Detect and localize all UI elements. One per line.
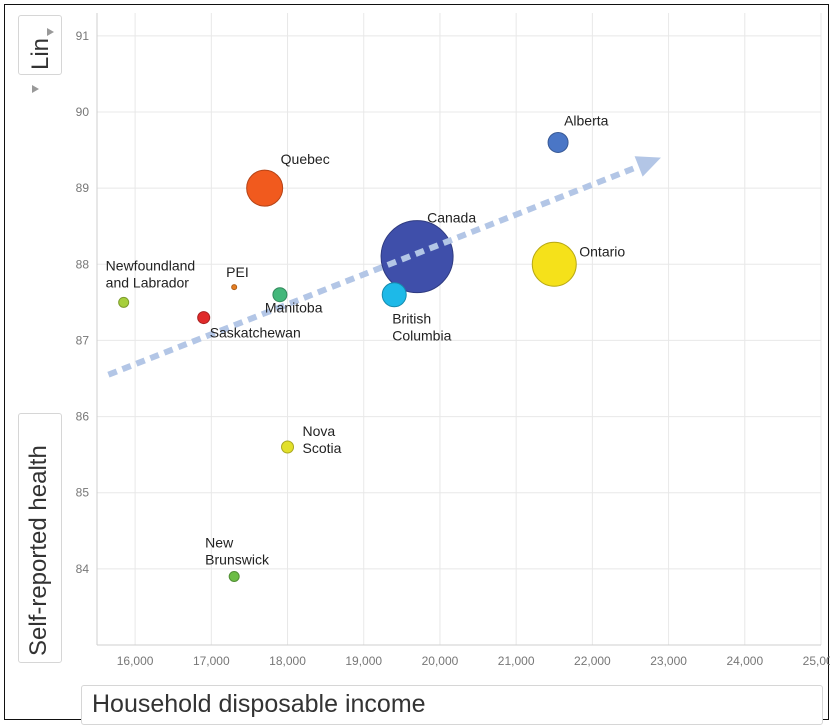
x-tick-label: 19,000 — [345, 654, 382, 668]
bubbles-layer — [118, 131, 577, 582]
bubble-alberta — [547, 131, 569, 153]
chart-plot: 16,000 17,000 18,000 19,000 20,000 21,000 22,0… — [76, 13, 830, 668]
y-axis-expand-icon[interactable] — [32, 85, 39, 93]
y-tick-label: 91 — [76, 29, 90, 43]
data-label-new-brunswick: New Brunswick — [205, 534, 270, 567]
y-tick-label: 89 — [76, 181, 90, 195]
data-label-manitoba: Manitoba — [265, 300, 323, 316]
bubble-pei — [231, 284, 238, 291]
trend-arrow-head — [634, 156, 661, 177]
y-tick-label: 84 — [76, 562, 90, 576]
y-tick-label: 87 — [76, 333, 90, 347]
data-label-nova-scotia: Nova Scotia — [303, 423, 342, 456]
data-label-quebec: Quebec — [281, 151, 330, 167]
data-label-ontario: Ontario — [579, 243, 625, 259]
bubble-manitoba — [272, 287, 288, 303]
data-label-alberta: Alberta — [564, 112, 609, 128]
chart-frame: 16,000 17,000 18,000 19,000 20,000 21,000 22,0… — [4, 4, 830, 725]
bubble-british-columbia — [381, 282, 407, 308]
x-tick-label: 16,000 — [117, 654, 154, 668]
x-axis-label-box[interactable]: Household disposable income — [81, 685, 823, 725]
x-tick-label: 22,000 — [574, 654, 611, 668]
x-tick-label: 20,000 — [422, 654, 459, 668]
x-axis-label: Household disposable income — [92, 690, 426, 718]
scale-selector-label: Lin — [27, 37, 54, 70]
bubble-new-brunswick — [228, 570, 240, 582]
y-tick-label: 90 — [76, 105, 90, 119]
y-axis-label-box[interactable]: Self-reported health — [18, 413, 62, 663]
data-label-saskatchewan: Saskatchewan — [210, 325, 301, 341]
x-tick-label: 25,000 — [803, 654, 830, 668]
y-tick-label: 88 — [76, 257, 90, 271]
scale-dropdown-icon[interactable] — [47, 28, 54, 36]
bubble-newfoundland-and-labrador — [118, 296, 130, 308]
y-tick-label: 85 — [76, 486, 90, 500]
data-label-canada: Canada — [427, 210, 476, 226]
data-label-newfoundland-and-labrador: Newfoundland and Labrador — [106, 257, 196, 290]
data-label-pei: PEI — [226, 264, 249, 280]
x-tick-label: 18,000 — [269, 654, 306, 668]
bubble-ontario — [531, 241, 577, 287]
x-tick-label: 24,000 — [726, 654, 763, 668]
data-label-british-columbia: British Columbia — [392, 311, 451, 344]
x-tick-label: 23,000 — [650, 654, 687, 668]
y-axis-label: Self-reported health — [25, 445, 52, 656]
bubble-saskatchewan — [197, 311, 211, 325]
scale-selector[interactable]: Lin — [18, 15, 62, 75]
x-tick-label: 21,000 — [498, 654, 535, 668]
y-tick-label: 86 — [76, 410, 90, 424]
bubble-quebec — [246, 169, 284, 207]
trend-arrow-shaft — [107, 163, 640, 378]
x-tick-label: 17,000 — [193, 654, 230, 668]
bubble-nova-scotia — [281, 440, 295, 454]
